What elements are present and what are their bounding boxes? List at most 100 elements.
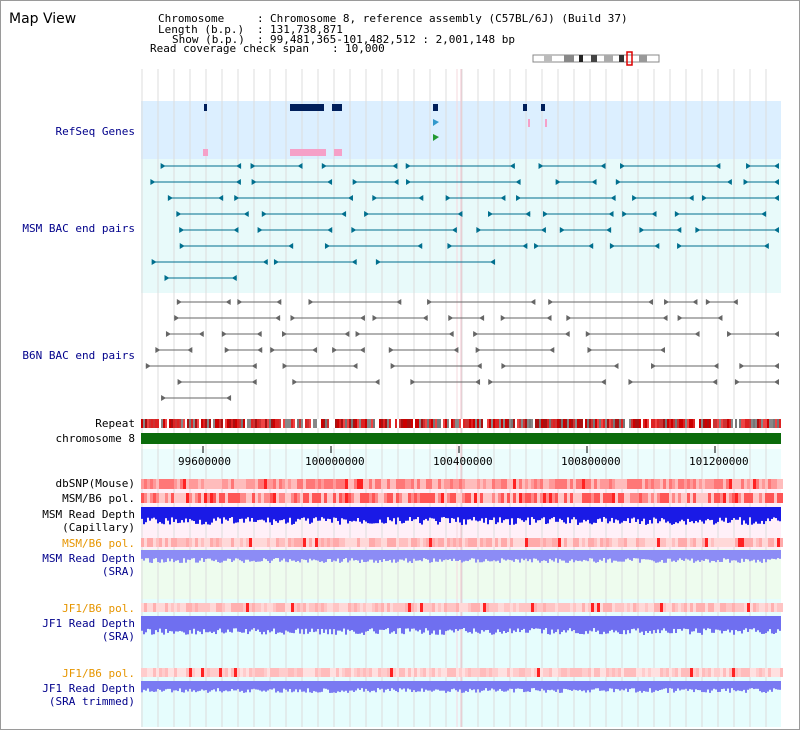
b6n-bac-end — [282, 363, 288, 369]
msm-b6-pol-band — [456, 493, 459, 503]
repeat-segment — [505, 419, 507, 428]
msm-depth-capillary-bar — [491, 507, 493, 521]
jf1-b6-pol2-band — [753, 668, 756, 677]
msm-depth-capillary-bar — [173, 507, 175, 522]
msm-depth-capillary-bar — [623, 507, 625, 521]
jf1-b6-pol-band — [210, 603, 213, 612]
dbsnp-band — [336, 479, 339, 489]
msm-depth-capillary-bar — [405, 507, 407, 521]
jf1-depth-sra-bar — [267, 616, 269, 631]
msm-depth-sra-bar — [395, 550, 397, 563]
jf1-b6-pol2-band — [435, 668, 438, 677]
msm-depth-capillary-bar — [251, 507, 253, 518]
jf1-depth-sra-bar — [373, 616, 375, 632]
msm-depth-sra-bar — [433, 550, 435, 559]
jf1-depth-sra-bar — [213, 616, 215, 632]
jf1-depth-sra-bar — [271, 616, 273, 632]
jf1-b6-pol-band — [426, 603, 429, 612]
msm-depth-capillary-bar — [631, 507, 633, 519]
repeat-segment — [387, 419, 389, 428]
msm-depth-capillary-bar — [503, 507, 505, 521]
msm-depth-sra-bar — [451, 550, 453, 561]
jf1-depth-sra-bar — [197, 616, 199, 631]
jf1-b6-pol-band — [621, 603, 624, 612]
jf1-depth-trimmed-bar — [735, 681, 737, 692]
repeat-segment — [239, 419, 241, 428]
jf1-depth-trimmed-bar — [391, 681, 393, 689]
jf1-b6-pol-band — [717, 603, 720, 612]
msm-b6-pol-band — [345, 493, 348, 503]
chromosome-ideogram[interactable] — [529, 51, 665, 69]
jf1-depth-trimmed-bar — [179, 681, 181, 689]
jf1-b6-pol-band — [753, 603, 756, 612]
msm-depth-sra-bar — [193, 550, 195, 559]
msm-b6-pol-band — [405, 493, 408, 503]
msm-depth-capillary-bar — [461, 507, 463, 525]
jf1-depth-trimmed-bar — [657, 681, 659, 691]
msm-depth-sra-bar — [551, 550, 553, 561]
msm-depth-sra-bar — [171, 550, 173, 559]
jf1-depth-sra-bar — [167, 616, 169, 633]
jf1-depth-sra-bar — [741, 616, 743, 634]
msm-bac-end — [677, 243, 683, 249]
jf1-depth-trimmed-bar — [653, 681, 655, 692]
jf1-depth-trimmed-bar — [663, 681, 665, 689]
jf1-b6-pol-band — [474, 603, 477, 612]
dbsnp-band — [570, 479, 573, 489]
msm-depth-capillary-bar — [267, 507, 269, 518]
msm-depth-capillary-bar — [459, 507, 461, 523]
b6n-bac-end — [585, 331, 591, 337]
msm-depth-sra-bar — [249, 550, 251, 562]
msm-b6-pol-band — [738, 493, 741, 503]
msm-b6-pol2-band — [459, 538, 462, 547]
jf1-b6-pol-band — [147, 603, 150, 612]
jf1-depth-sra-bar — [193, 616, 195, 629]
msm-b6-pol-band — [657, 493, 660, 503]
jf1-depth-sra-bar — [623, 616, 625, 631]
msm-depth-sra-bar — [487, 550, 489, 561]
repeat-segment — [459, 419, 461, 428]
repeat-segment — [489, 419, 491, 428]
jf1-depth-trimmed-bar — [159, 681, 161, 690]
jf1-depth-trimmed-bar — [633, 681, 635, 689]
b6n-bac-end — [732, 299, 738, 305]
msm-depth-capillary-bar — [305, 507, 307, 521]
repeat-segment — [525, 419, 527, 428]
msm-b6-pol2-band — [390, 538, 393, 547]
msm-depth-sra-bar — [599, 550, 601, 560]
msm-depth-capillary-bar — [311, 507, 313, 523]
jf1-depth-sra-bar — [153, 616, 155, 635]
jf1-b6-pol-band — [726, 603, 729, 612]
repeat-segment — [437, 419, 439, 428]
jf1-depth-sra-bar — [441, 616, 443, 635]
jf1-b6-pol-band — [345, 603, 348, 612]
msm-b6-pol-band — [219, 493, 222, 503]
jf1-depth-trimmed-bar — [697, 681, 699, 691]
repeat-segment — [217, 419, 219, 428]
jf1-depth-trimmed-bar — [779, 681, 781, 690]
jf1-depth-sra-bar — [719, 616, 721, 631]
msm-depth-sra-bar — [329, 550, 331, 559]
jf1-b6-pol2-band — [720, 668, 723, 677]
repeat-segment — [163, 419, 165, 428]
repeat-segment — [527, 419, 529, 428]
msm-depth-sra-bar — [535, 550, 537, 559]
msm-depth-capillary-bar — [431, 507, 433, 519]
dbsnp-band — [603, 479, 606, 489]
msm-depth-capillary-bar — [463, 507, 465, 520]
jf1-depth-sra-bar — [667, 616, 669, 633]
dbsnp-band — [378, 479, 381, 489]
jf1-b6-pol-band — [633, 603, 636, 612]
jf1-b6-pol2-band — [447, 668, 450, 677]
b6n-bac-end — [475, 347, 481, 353]
msm-b6-pol2-band — [153, 538, 156, 547]
jf1-depth-sra-bar — [203, 616, 205, 630]
jf1-b6-pol-band — [183, 603, 186, 612]
jf1-b6-pol2-band — [150, 668, 153, 677]
repeat-segment — [207, 419, 209, 428]
jf1-depth-sra-bar — [487, 616, 489, 630]
msm-bac-end — [150, 179, 156, 185]
repeat-segment — [491, 419, 493, 428]
jf1-b6-pol-band — [390, 603, 393, 612]
